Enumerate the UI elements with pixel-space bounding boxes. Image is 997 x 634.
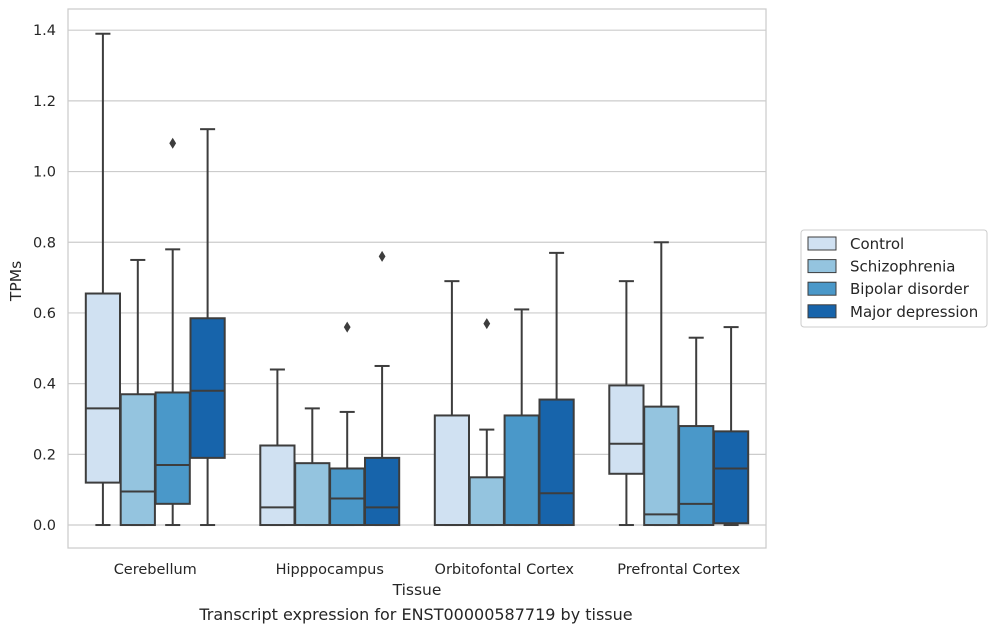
box-iqr bbox=[468, 476, 505, 527]
legend: Control Schizophrenia Bipolar disorder Majo… bbox=[800, 229, 988, 328]
legend-swatch bbox=[807, 236, 837, 251]
box-iqr bbox=[363, 456, 401, 527]
box-iqr bbox=[84, 292, 122, 484]
y-tick-label: 0.8 bbox=[33, 235, 56, 251]
box-iqr bbox=[259, 444, 296, 527]
y-tick-label: 1.0 bbox=[33, 165, 56, 181]
outlier-point bbox=[169, 137, 177, 149]
outlier-point bbox=[378, 250, 386, 262]
box-iqr bbox=[678, 425, 715, 527]
y-tick-label: 1.2 bbox=[33, 94, 56, 110]
box-iqr bbox=[189, 317, 226, 459]
legend-frame bbox=[800, 229, 988, 328]
y-tick-label: 0.4 bbox=[33, 377, 56, 393]
chart-caption: Transcript expression for ENST0000058771… bbox=[199, 605, 633, 624]
y-axis-ticks: 0.0 0.2 0.4 0.6 0.8 1.0 1.2 1.4 bbox=[33, 23, 56, 534]
box-iqr bbox=[538, 398, 575, 527]
box-2-0 bbox=[433, 280, 471, 527]
box-0-3 bbox=[189, 128, 226, 527]
box-iqr bbox=[503, 414, 540, 527]
box-1-0 bbox=[259, 368, 296, 527]
box-3-1 bbox=[643, 241, 680, 527]
box-iqr bbox=[712, 430, 750, 525]
x-tick-label: Prefrontal Cortex bbox=[617, 562, 740, 578]
legend-swatch bbox=[807, 281, 837, 296]
box-2-1 bbox=[468, 318, 505, 527]
box-iqr bbox=[119, 393, 156, 527]
box-iqr bbox=[608, 384, 645, 475]
box-3-3 bbox=[712, 326, 750, 527]
x-tick-label: Cerebellum bbox=[114, 562, 197, 578]
x-tick-label: Orbitofontal Cortex bbox=[435, 562, 575, 578]
legend-swatch bbox=[807, 304, 837, 319]
box-iqr bbox=[329, 467, 366, 527]
box-0-1 bbox=[119, 258, 156, 527]
y-axis-label: TPMs bbox=[7, 261, 25, 302]
box-iqr bbox=[154, 391, 191, 505]
y-tick-label: 0.0 bbox=[33, 518, 56, 534]
box-3-2 bbox=[678, 336, 715, 527]
legend-label: Major depression bbox=[850, 303, 978, 321]
x-axis-label: Tissue bbox=[392, 581, 442, 599]
outlier-point bbox=[483, 318, 491, 330]
y-tick-label: 0.6 bbox=[33, 306, 56, 322]
legend-label: Bipolar disorder bbox=[850, 280, 970, 298]
outlier-point bbox=[343, 321, 351, 333]
box-1-2 bbox=[329, 321, 366, 527]
box-2-3 bbox=[538, 251, 575, 527]
box-2-2 bbox=[503, 308, 540, 527]
box-0-0 bbox=[84, 32, 122, 527]
plot-frame bbox=[67, 8, 767, 549]
x-tick-label: Hipppocampus bbox=[276, 562, 384, 578]
box-iqr bbox=[643, 405, 680, 527]
box-1-1 bbox=[294, 407, 331, 527]
box-iqr bbox=[433, 414, 471, 527]
box-plot-area bbox=[84, 32, 750, 527]
box-0-2 bbox=[154, 137, 191, 527]
box-iqr bbox=[294, 462, 331, 527]
box-3-0 bbox=[608, 280, 645, 527]
y-tick-label: 1.4 bbox=[33, 23, 56, 39]
legend-label: Control bbox=[850, 235, 904, 253]
box-1-3 bbox=[363, 250, 401, 527]
x-axis-ticks: Cerebellum Hipppocampus Orbitofontal Corte… bbox=[114, 562, 741, 578]
legend-swatch bbox=[807, 259, 837, 274]
y-tick-label: 0.2 bbox=[33, 447, 56, 463]
legend-label: Schizophrenia bbox=[850, 258, 955, 276]
